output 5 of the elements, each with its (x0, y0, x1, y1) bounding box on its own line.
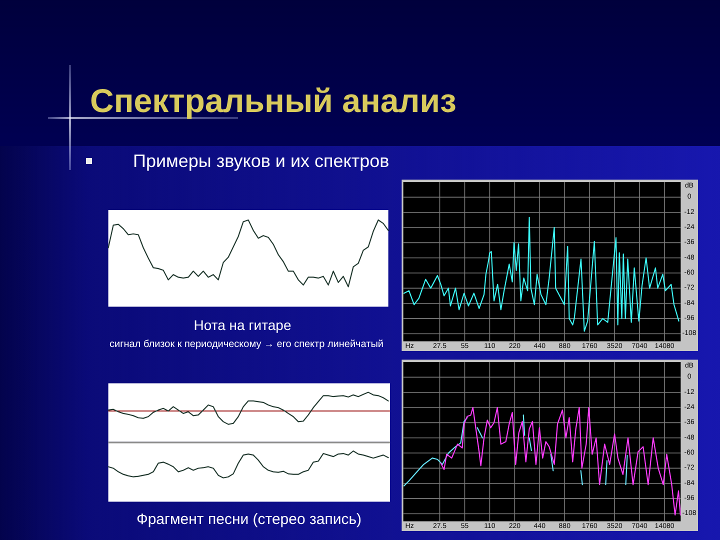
text: сигнал близок к периодическому → его спектр линейчатый (110, 339, 384, 350)
chart-title: Спектральный анализ (90, 82, 456, 119)
chart-subtitle: Примеры звуков и их спектров (133, 151, 390, 171)
text: Нота на гитаре (194, 317, 292, 333)
text: Фрагмент песни (стерео запись) (136, 511, 362, 528)
